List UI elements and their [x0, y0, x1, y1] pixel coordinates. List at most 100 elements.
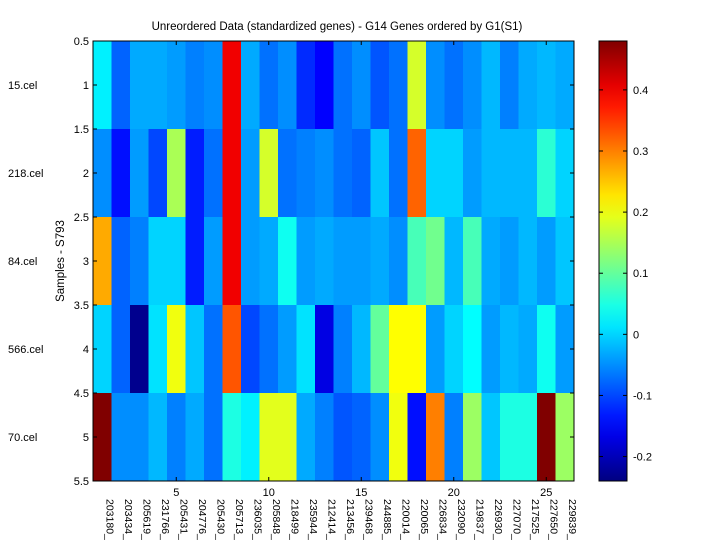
heatmap-cell [537, 41, 556, 130]
column-label: 226834_ [436, 499, 448, 540]
column-label: 205713_ [233, 499, 245, 540]
heatmap-cell [315, 41, 334, 130]
column-labels: 203180_ 203434_ 205619_ 231766_ 205431_ 20477… [103, 499, 578, 540]
heatmap-cell [204, 393, 223, 482]
column-label: 219837_ [473, 499, 485, 540]
heatmap-cell [148, 217, 168, 306]
heatmap-cell [185, 129, 205, 218]
heatmap-cell [111, 129, 131, 218]
heatmap-cell [370, 41, 390, 130]
y-tick-label: 3.5 [74, 300, 89, 312]
y-tick-label: 2.5 [74, 212, 89, 224]
column-label: 229839_ [566, 499, 578, 540]
heatmap-cell [93, 393, 112, 482]
heatmap-cell [93, 41, 112, 130]
heatmap-cell [463, 393, 482, 482]
heatmap-cell [130, 305, 149, 394]
heatmap-cell [259, 217, 279, 306]
colorbar-tick-label: -0.2 [633, 452, 652, 464]
colorbar-tick-label: 0.1 [633, 268, 648, 280]
heatmap-cell [426, 305, 445, 394]
heatmap-cell [111, 41, 131, 130]
colorbar [598, 40, 628, 482]
heatmap-cell [241, 305, 260, 394]
row-label: 70.cel [8, 432, 37, 444]
heatmap-cell [148, 393, 168, 482]
heatmap-cell [241, 41, 260, 130]
heatmap-cell [315, 217, 334, 306]
colorbar-tick-label: 0 [633, 329, 639, 341]
column-label: 205430_ [214, 499, 226, 540]
heatmap-cell [111, 305, 131, 394]
y-tick-label: 3 [83, 256, 89, 268]
heatmap-cell [333, 41, 353, 130]
heatmap-cell [204, 129, 223, 218]
heatmap-cell [500, 305, 519, 394]
heatmap-cell [352, 129, 371, 218]
column-label: 220014_ [399, 499, 411, 540]
heatmap-cell [555, 217, 575, 306]
heatmap-cell [130, 129, 149, 218]
heatmap-cell [444, 393, 464, 482]
y-axis-label: Samples - S793 [55, 220, 67, 302]
heatmap-cell [500, 41, 519, 130]
heatmap-cell [389, 305, 408, 394]
row-label: 84.cel [8, 256, 37, 268]
heatmap-cell [555, 129, 575, 218]
row-label: 15.cel [8, 80, 37, 92]
heatmap-cell [352, 217, 371, 306]
x-tick-label: 25 [540, 487, 552, 499]
heatmap-cell [444, 305, 464, 394]
heatmap-cells [93, 41, 575, 482]
heatmap-cell [315, 129, 334, 218]
heatmap-cell [222, 217, 242, 306]
heatmap-cell [518, 305, 538, 394]
heatmap-cell [315, 393, 334, 482]
x-tick-label: 10 [263, 487, 275, 499]
column-label: 232090_ [455, 499, 467, 540]
heatmap-cell [537, 129, 556, 218]
column-label: 220065_ [418, 499, 430, 540]
heatmap-cell [444, 217, 464, 306]
heatmap-cell [537, 217, 556, 306]
colorbar-tick-label: 0.3 [633, 146, 648, 158]
heatmap-cell [333, 217, 353, 306]
heatmap-cell [204, 305, 223, 394]
column-label: 218499_ [288, 499, 300, 540]
heatmap-cell [185, 393, 205, 482]
heatmap-cell [296, 393, 316, 482]
colorbar-tick-label: 0.4 [633, 85, 648, 97]
heatmap-cell [481, 217, 501, 306]
heatmap-cell [481, 129, 501, 218]
colorbar-axis: -0.2 -0.1 0 0.1 0.2 0.3 0.4 [599, 85, 652, 464]
heatmap-cell [370, 129, 390, 218]
y-axis: 0.5 1 1.5 2 2.5 3 3.5 4 4.5 5 5.5 [74, 36, 574, 488]
heatmap-cell [426, 393, 445, 482]
heatmap-cell [389, 41, 408, 130]
heatmap-cell [426, 129, 445, 218]
heatmap-cell [518, 393, 538, 482]
y-tick-label: 0.5 [74, 36, 89, 48]
heatmap-cell [93, 305, 112, 394]
column-label: 203180_ [103, 499, 115, 540]
heatmap-cell [167, 41, 186, 130]
heatmap-cell [500, 129, 519, 218]
heatmap-cell [500, 217, 519, 306]
heatmap-cell [426, 41, 445, 130]
heatmap-cell [370, 393, 390, 482]
x-axis: 5 10 15 20 25 [173, 41, 552, 499]
heatmap-cell [315, 305, 334, 394]
heatmap-cell [537, 393, 556, 482]
heatmap-cell [481, 41, 501, 130]
column-label: 239468_ [362, 499, 374, 540]
heatmap-cell [407, 129, 427, 218]
heatmap-cell [278, 305, 297, 394]
heatmap-cell [185, 217, 205, 306]
heatmap-cell [389, 129, 408, 218]
heatmap-cell [204, 41, 223, 130]
heatmap-cell [407, 305, 427, 394]
heatmap-cell [241, 393, 260, 482]
heatmap-cell [555, 393, 575, 482]
heatmap-cell [130, 217, 149, 306]
column-label: 205619_ [140, 499, 152, 540]
